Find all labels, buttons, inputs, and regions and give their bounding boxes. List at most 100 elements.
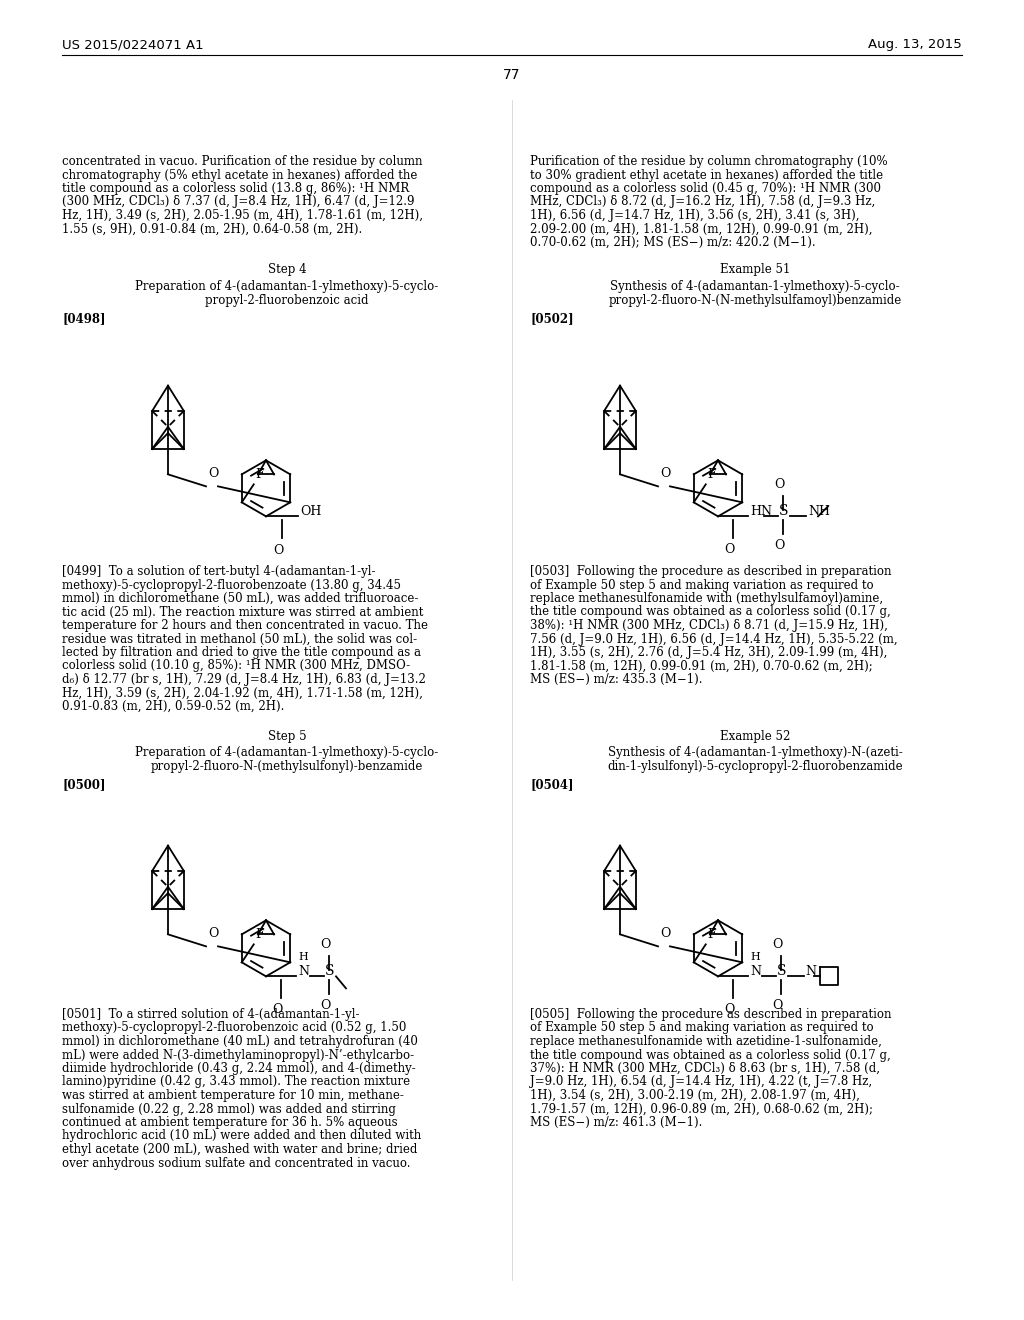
Text: mmol) in dichloromethane (40 mL) and tetrahydrofuran (40: mmol) in dichloromethane (40 mL) and tet… xyxy=(62,1035,418,1048)
Text: O: O xyxy=(272,544,284,557)
Text: mmol) in dichloromethane (50 mL), was added trifluoroace-: mmol) in dichloromethane (50 mL), was ad… xyxy=(62,591,419,605)
Text: [0504]: [0504] xyxy=(530,777,573,791)
Text: [0499]  To a solution of tert-butyl 4-(adamantan-1-yl-: [0499] To a solution of tert-butyl 4-(ad… xyxy=(62,565,376,578)
Text: 1.81-1.58 (m, 12H), 0.99-0.91 (m, 2H), 0.70-0.62 (m, 2H);: 1.81-1.58 (m, 12H), 0.99-0.91 (m, 2H), 0… xyxy=(530,660,872,672)
Text: 7.56 (d, J=9.0 Hz, 1H), 6.56 (d, J=14.4 Hz, 1H), 5.35-5.22 (m,: 7.56 (d, J=9.0 Hz, 1H), 6.56 (d, J=14.4 … xyxy=(530,632,898,645)
Text: temperature for 2 hours and then concentrated in vacuo. The: temperature for 2 hours and then concent… xyxy=(62,619,428,632)
Text: the title compound was obtained as a colorless solid (0.17 g,: the title compound was obtained as a col… xyxy=(530,606,891,619)
Text: Hz, 1H), 3.59 (s, 2H), 2.04-1.92 (m, 4H), 1.71-1.58 (m, 12H),: Hz, 1H), 3.59 (s, 2H), 2.04-1.92 (m, 4H)… xyxy=(62,686,423,700)
Text: continued at ambient temperature for 36 h. 5% aqueous: continued at ambient temperature for 36 … xyxy=(62,1115,397,1129)
Text: 2.09-2.00 (m, 4H), 1.81-1.58 (m, 12H), 0.99-0.91 (m, 2H),: 2.09-2.00 (m, 4H), 1.81-1.58 (m, 12H), 0… xyxy=(530,223,872,235)
Text: mL) were added N-(3-dimethylaminopropyl)-N’-ethylcarbo-: mL) were added N-(3-dimethylaminopropyl)… xyxy=(62,1048,414,1061)
Text: 38%): ¹H NMR (300 MHz, CDCl₃) δ 8.71 (d, J=15.9 Hz, 1H),: 38%): ¹H NMR (300 MHz, CDCl₃) δ 8.71 (d,… xyxy=(530,619,888,632)
Text: [0500]: [0500] xyxy=(62,777,105,791)
Text: NH: NH xyxy=(808,504,830,517)
Text: US 2015/0224071 A1: US 2015/0224071 A1 xyxy=(62,38,204,51)
Text: HN: HN xyxy=(750,504,772,517)
Text: Step 4: Step 4 xyxy=(267,263,306,276)
Text: F: F xyxy=(256,928,264,941)
Text: O: O xyxy=(660,467,671,480)
Text: of Example 50 step 5 and making variation as required to: of Example 50 step 5 and making variatio… xyxy=(530,1022,873,1035)
Text: 0.91-0.83 (m, 2H), 0.59-0.52 (m, 2H).: 0.91-0.83 (m, 2H), 0.59-0.52 (m, 2H). xyxy=(62,700,285,713)
Text: compound as a colorless solid (0.45 g, 70%): ¹H NMR (300: compound as a colorless solid (0.45 g, 7… xyxy=(530,182,881,195)
Text: of Example 50 step 5 and making variation as required to: of Example 50 step 5 and making variatio… xyxy=(530,578,873,591)
Text: [0503]  Following the procedure as described in preparation: [0503] Following the procedure as descri… xyxy=(530,565,892,578)
Text: N: N xyxy=(750,965,761,978)
Text: N: N xyxy=(298,965,309,978)
Text: O: O xyxy=(774,540,784,552)
Text: S: S xyxy=(779,504,788,519)
Text: O: O xyxy=(724,544,734,556)
Text: [0502]: [0502] xyxy=(530,312,573,325)
Text: 1.55 (s, 9H), 0.91-0.84 (m, 2H), 0.64-0.58 (m, 2H).: 1.55 (s, 9H), 0.91-0.84 (m, 2H), 0.64-0.… xyxy=(62,223,362,235)
Text: N: N xyxy=(805,965,816,978)
Text: to 30% gradient ethyl acetate in hexanes) afforded the title: to 30% gradient ethyl acetate in hexanes… xyxy=(530,169,883,181)
Text: 77: 77 xyxy=(503,69,521,82)
Text: concentrated in vacuo. Purification of the residue by column: concentrated in vacuo. Purification of t… xyxy=(62,154,423,168)
Text: the title compound was obtained as a colorless solid (0.17 g,: the title compound was obtained as a col… xyxy=(530,1048,891,1061)
Text: Preparation of 4-(adamantan-1-ylmethoxy)-5-cyclo-: Preparation of 4-(adamantan-1-ylmethoxy)… xyxy=(135,746,438,759)
Text: 1H), 6.56 (d, J=14.7 Hz, 1H), 3.56 (s, 2H), 3.41 (s, 3H),: 1H), 6.56 (d, J=14.7 Hz, 1H), 3.56 (s, 2… xyxy=(530,209,859,222)
Text: F: F xyxy=(708,469,717,482)
Text: was stirred at ambient temperature for 10 min, methane-: was stirred at ambient temperature for 1… xyxy=(62,1089,403,1102)
Text: F: F xyxy=(708,928,717,941)
Text: Synthesis of 4-(adamantan-1-ylmethoxy)-N-(azeti-: Synthesis of 4-(adamantan-1-ylmethoxy)-N… xyxy=(607,746,902,759)
Text: O: O xyxy=(319,939,330,952)
Text: propyl-2-fluoro-N-(methylsulfonyl)-benzamide: propyl-2-fluoro-N-(methylsulfonyl)-benza… xyxy=(151,760,423,774)
Text: S: S xyxy=(777,965,786,978)
Text: Aug. 13, 2015: Aug. 13, 2015 xyxy=(868,38,962,51)
Text: O: O xyxy=(208,467,218,480)
Text: 0.70-0.62 (m, 2H); MS (ES−) m/z: 420.2 (M−1).: 0.70-0.62 (m, 2H); MS (ES−) m/z: 420.2 (… xyxy=(530,236,816,249)
Text: propyl-2-fluorobenzoic acid: propyl-2-fluorobenzoic acid xyxy=(205,294,369,308)
Text: MS (ES−) m/z: 435.3 (M−1).: MS (ES−) m/z: 435.3 (M−1). xyxy=(530,673,702,686)
Text: over anhydrous sodium sulfate and concentrated in vacuo.: over anhydrous sodium sulfate and concen… xyxy=(62,1156,411,1170)
Text: O: O xyxy=(772,939,782,952)
Text: din-1-ylsulfonyl)-5-cyclopropyl-2-fluorobenzamide: din-1-ylsulfonyl)-5-cyclopropyl-2-fluoro… xyxy=(607,760,903,774)
Text: Hz, 1H), 3.49 (s, 2H), 2.05-1.95 (m, 4H), 1.78-1.61 (m, 12H),: Hz, 1H), 3.49 (s, 2H), 2.05-1.95 (m, 4H)… xyxy=(62,209,423,222)
Text: MS (ES−) m/z: 461.3 (M−1).: MS (ES−) m/z: 461.3 (M−1). xyxy=(530,1115,702,1129)
Text: Step 5: Step 5 xyxy=(267,730,306,743)
Text: 1.79-1.57 (m, 12H), 0.96-0.89 (m, 2H), 0.68-0.62 (m, 2H);: 1.79-1.57 (m, 12H), 0.96-0.89 (m, 2H), 0… xyxy=(530,1102,873,1115)
Text: O: O xyxy=(772,999,782,1012)
Text: residue was titrated in methanol (50 mL), the solid was col-: residue was titrated in methanol (50 mL)… xyxy=(62,632,417,645)
Text: ethyl acetate (200 mL), washed with water and brine; dried: ethyl acetate (200 mL), washed with wate… xyxy=(62,1143,418,1156)
Text: Synthesis of 4-(adamantan-1-ylmethoxy)-5-cyclo-: Synthesis of 4-(adamantan-1-ylmethoxy)-5… xyxy=(610,280,900,293)
Text: methoxy)-5-cyclopropyl-2-fluorobenzoic acid (0.52 g, 1.50: methoxy)-5-cyclopropyl-2-fluorobenzoic a… xyxy=(62,1022,407,1035)
Text: Example 51: Example 51 xyxy=(720,263,791,276)
Text: lamino)pyridine (0.42 g, 3.43 mmol). The reaction mixture: lamino)pyridine (0.42 g, 3.43 mmol). The… xyxy=(62,1076,411,1089)
Text: J=9.0 Hz, 1H), 6.54 (d, J=14.4 Hz, 1H), 4.22 (t, J=7.8 Hz,: J=9.0 Hz, 1H), 6.54 (d, J=14.4 Hz, 1H), … xyxy=(530,1076,872,1089)
Text: colorless solid (10.10 g, 85%): ¹H NMR (300 MHz, DMSO-: colorless solid (10.10 g, 85%): ¹H NMR (… xyxy=(62,660,411,672)
Text: diimide hydrochloride (0.43 g, 2.24 mmol), and 4-(dimethy-: diimide hydrochloride (0.43 g, 2.24 mmol… xyxy=(62,1063,416,1074)
Text: 1H), 3.54 (s, 2H), 3.00-2.19 (m, 2H), 2.08-1.97 (m, 4H),: 1H), 3.54 (s, 2H), 3.00-2.19 (m, 2H), 2.… xyxy=(530,1089,860,1102)
Text: lected by filtration and dried to give the title compound as a: lected by filtration and dried to give t… xyxy=(62,645,421,659)
Text: F: F xyxy=(256,469,264,482)
Text: MHz, CDCl₃) δ 8.72 (d, J=16.2 Hz, 1H), 7.58 (d, J=9.3 Hz,: MHz, CDCl₃) δ 8.72 (d, J=16.2 Hz, 1H), 7… xyxy=(530,195,876,209)
Text: propyl-2-fluoro-N-(N-methylsulfamoyl)benzamide: propyl-2-fluoro-N-(N-methylsulfamoyl)ben… xyxy=(608,294,901,308)
Text: [0505]  Following the procedure as described in preparation: [0505] Following the procedure as descri… xyxy=(530,1008,892,1020)
Text: O: O xyxy=(271,1003,283,1016)
Text: title compound as a colorless solid (13.8 g, 86%): ¹H NMR: title compound as a colorless solid (13.… xyxy=(62,182,410,195)
Text: [0501]  To a stirred solution of 4-(adamantan-1-yl-: [0501] To a stirred solution of 4-(adama… xyxy=(62,1008,359,1020)
Text: Preparation of 4-(adamantan-1-ylmethoxy)-5-cyclo-: Preparation of 4-(adamantan-1-ylmethoxy)… xyxy=(135,280,438,293)
Text: [0498]: [0498] xyxy=(62,312,105,325)
Text: H: H xyxy=(750,952,760,962)
Text: O: O xyxy=(660,928,671,940)
Text: 1H), 3.55 (s, 2H), 2.76 (d, J=5.4 Hz, 3H), 2.09-1.99 (m, 4H),: 1H), 3.55 (s, 2H), 2.76 (d, J=5.4 Hz, 3H… xyxy=(530,645,888,659)
Text: OH: OH xyxy=(300,504,322,517)
Text: O: O xyxy=(208,928,218,940)
Text: replace methanesulfonamide with (methylsulfamoyl)amine,: replace methanesulfonamide with (methyls… xyxy=(530,591,883,605)
Text: tic acid (25 ml). The reaction mixture was stirred at ambient: tic acid (25 ml). The reaction mixture w… xyxy=(62,606,423,619)
Text: H: H xyxy=(298,952,308,962)
Text: sulfonamide (0.22 g, 2.28 mmol) was added and stirring: sulfonamide (0.22 g, 2.28 mmol) was adde… xyxy=(62,1102,396,1115)
Text: chromatography (5% ethyl acetate in hexanes) afforded the: chromatography (5% ethyl acetate in hexa… xyxy=(62,169,418,181)
Text: replace methanesulfonamide with azetidine-1-sulfonamide,: replace methanesulfonamide with azetidin… xyxy=(530,1035,882,1048)
Text: methoxy)-5-cyclopropyl-2-fluorobenzoate (13.80 g, 34.45: methoxy)-5-cyclopropyl-2-fluorobenzoate … xyxy=(62,578,401,591)
Text: d₆) δ 12.77 (br s, 1H), 7.29 (d, J=8.4 Hz, 1H), 6.83 (d, J=13.2: d₆) δ 12.77 (br s, 1H), 7.29 (d, J=8.4 H… xyxy=(62,673,426,686)
Text: S: S xyxy=(325,965,335,978)
Text: Purification of the residue by column chromatography (10%: Purification of the residue by column ch… xyxy=(530,154,888,168)
Text: 37%): H NMR (300 MHz, CDCl₃) δ 8.63 (br s, 1H), 7.58 (d,: 37%): H NMR (300 MHz, CDCl₃) δ 8.63 (br … xyxy=(530,1063,880,1074)
Text: hydrochloric acid (10 mL) were added and then diluted with: hydrochloric acid (10 mL) were added and… xyxy=(62,1130,421,1143)
Text: (300 MHz, CDCl₃) δ 7.37 (d, J=8.4 Hz, 1H), 6.47 (d, J=12.9: (300 MHz, CDCl₃) δ 7.37 (d, J=8.4 Hz, 1H… xyxy=(62,195,415,209)
Text: O: O xyxy=(774,478,784,491)
Text: O: O xyxy=(724,1003,734,1016)
